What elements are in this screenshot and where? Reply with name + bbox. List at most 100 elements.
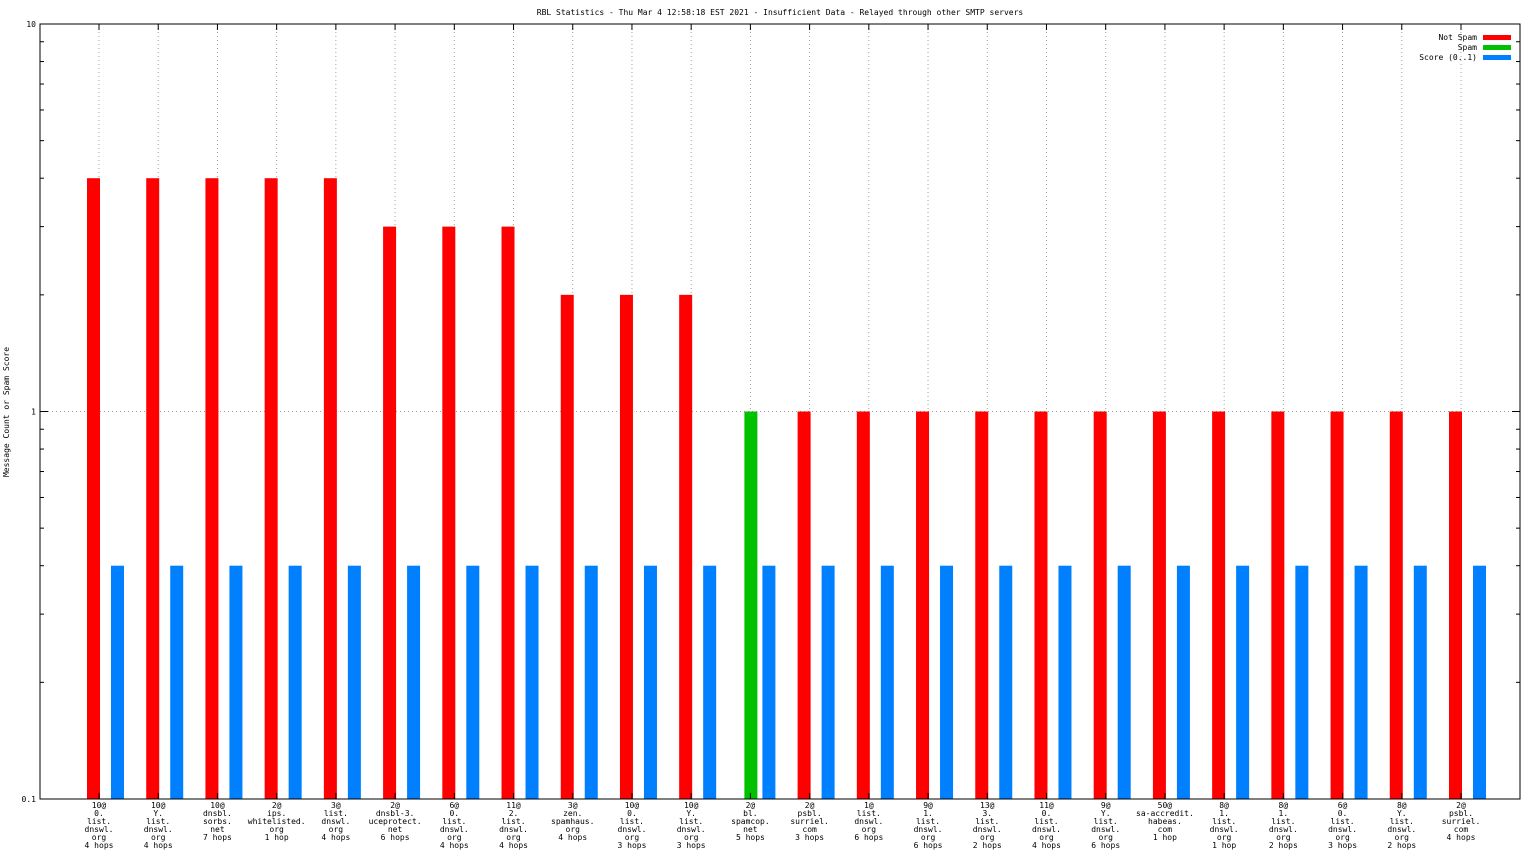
not-spam-bar [797,411,811,799]
not-spam-bar [87,178,100,799]
x-tick-label: 10@ 0. list. dnswl. org 3 hops [618,801,647,850]
x-tick-label-line: 9@ [1101,801,1111,810]
x-tick-label: 10@ 0. list. dnswl. org 4 hops [85,801,114,850]
y-tick-label: 10 [26,20,36,29]
score-bar [407,565,421,799]
score-bar [111,565,124,799]
x-tick-label-line: org [151,833,166,842]
x-tick-label-line: list. [1271,817,1295,826]
not-spam-bar [975,411,989,799]
x-tick-label-line: list. [1094,817,1118,826]
x-tick-label-line: 6@ [449,801,459,810]
score-bar [1117,565,1131,799]
x-tick-label-line: surriel. [790,817,829,826]
x-tick-label-line: org [1039,833,1054,842]
x-tick-label-line: dnswl. [973,825,1002,834]
x-tick-label-line: Y. [153,809,163,818]
x-tick-label-line: org [1395,833,1410,842]
x-tick-label-line: com [802,825,817,834]
not-spam-bar [1330,411,1344,799]
x-tick-label-line: 1 hop [265,833,289,842]
chart-title: RBL Statistics - Thu Mar 4 12:58:18 EST … [537,8,1024,17]
x-tick-label-line: dnswl. [321,817,350,826]
x-tick-label-line: org [269,825,284,834]
x-tick-label-line: list. [679,817,703,826]
x-tick-label-line: Y. [686,809,696,818]
x-tick-label-line: 6 hops [854,833,883,842]
not-spam-bar [1212,411,1226,799]
x-tick-label-line: list. [442,817,466,826]
bars-layer [87,178,1486,800]
x-tick-label-line: 2@ [805,801,815,810]
x-tick-label-line: 1 hop [1153,833,1177,842]
x-tick-label-line: dnswl. [1387,825,1416,834]
x-tick-label-line: 2. [509,809,519,818]
x-tick-label: 10@ dnsbl. sorbs. net 7 hops [203,801,232,842]
x-tick-label-line: 3@ [331,801,341,810]
x-tick-label: 9@ 1. list. dnswl. org 6 hops [914,801,943,850]
x-tick-label-line: 10@ [684,801,699,810]
x-tick-label-line: dnswl. [677,825,706,834]
x-tick-label-line: habeas. [1148,817,1182,826]
x-tick-label-line: net [210,825,225,834]
x-tick-label-line: 0. [1042,809,1052,818]
score-bar [999,565,1013,799]
x-tick-label: 6@ 0. list. dnswl. org 3 hops [1328,801,1357,850]
x-tick-label-line: 13@ [980,801,995,810]
score-bar [347,565,361,799]
x-tick-label: 8@ 1. list. dnswl. org 2 hops [1269,801,1298,850]
not-spam-bar [916,411,930,799]
x-tick-label-line: org [625,833,640,842]
x-tick-label-line: sa-accredit. [1136,809,1194,818]
x-tick-label-line: org [1335,833,1350,842]
not-spam-bar [264,178,278,799]
score-bar [229,565,243,799]
x-tick-label: 11@ 2. list. dnswl. org 4 hops [499,801,528,850]
x-tick-label-line: 0. [1338,809,1348,818]
x-tick-label-line: uceprotect. [369,817,422,826]
x-tick-label-line: dnswl. [1328,825,1357,834]
x-tick-label-line: 0. [94,809,104,818]
x-tick-label-line: 10@ [210,801,225,810]
y-axis-label: Message Count or Spam Score [2,347,11,477]
x-tick-label-line: list. [324,809,348,818]
score-bar [288,565,302,799]
score-bar [940,565,954,799]
x-tick-label-line: spamhaus. [551,817,594,826]
x-tick-label-line: 3 hops [1328,841,1357,850]
x-tick-label-line: 2@ [1456,801,1466,810]
x-tick-label: 1@ list. dnswl. org 6 hops [854,801,883,842]
x-tick-label-line: psbl. [798,809,822,818]
not-spam-bar [323,178,337,799]
x-tick-label-line: dnswl. [1269,825,1298,834]
x-tick-label-line: 1 hop [1212,841,1236,850]
x-tick-label: 9@ Y. list. dnswl. org 6 hops [1091,801,1120,850]
x-tick-label-line: 6 hops [381,833,410,842]
x-tick-label-line: 6@ [1338,801,1348,810]
x-tick-label-line: org [862,825,877,834]
x-tick-label-line: dnsbl. [203,809,232,818]
x-tick-label-line: 4 hops [558,833,587,842]
x-tick-label: 13@ 3. list. dnswl. org 2 hops [973,801,1002,850]
x-tick-label-line: 7 hops [203,833,232,842]
x-tick-label-line: 4 hops [1032,841,1061,850]
x-tick-label-line: 3 hops [618,841,647,850]
x-tick-label-line: 8@ [1397,801,1407,810]
x-tick-label-line: dnswl. [1210,825,1239,834]
score-bar [880,565,894,799]
score-bar [643,565,657,799]
x-tick-label-line: 1. [923,809,933,818]
x-tick-label-line: org [921,833,936,842]
x-tick-label-line: 2@ [746,801,756,810]
x-tick-label: 2@ psbl. surriel. com 3 hops [790,801,829,842]
x-tick-label-line: org [1276,833,1291,842]
x-tick-label-line: list. [857,809,881,818]
x-tick-label-line: 10@ [625,801,640,810]
x-tick-label-line: surriel. [1442,817,1481,826]
x-tick-label-line: list. [1390,817,1414,826]
x-tick-label-line: 11@ [1039,801,1054,810]
x-tick-label: 3@ list. dnswl. org 4 hops [321,801,350,842]
x-tick-label-line: dnswl. [440,825,469,834]
score-bar [1176,565,1190,799]
x-tick-label-line: 6 hops [914,841,943,850]
